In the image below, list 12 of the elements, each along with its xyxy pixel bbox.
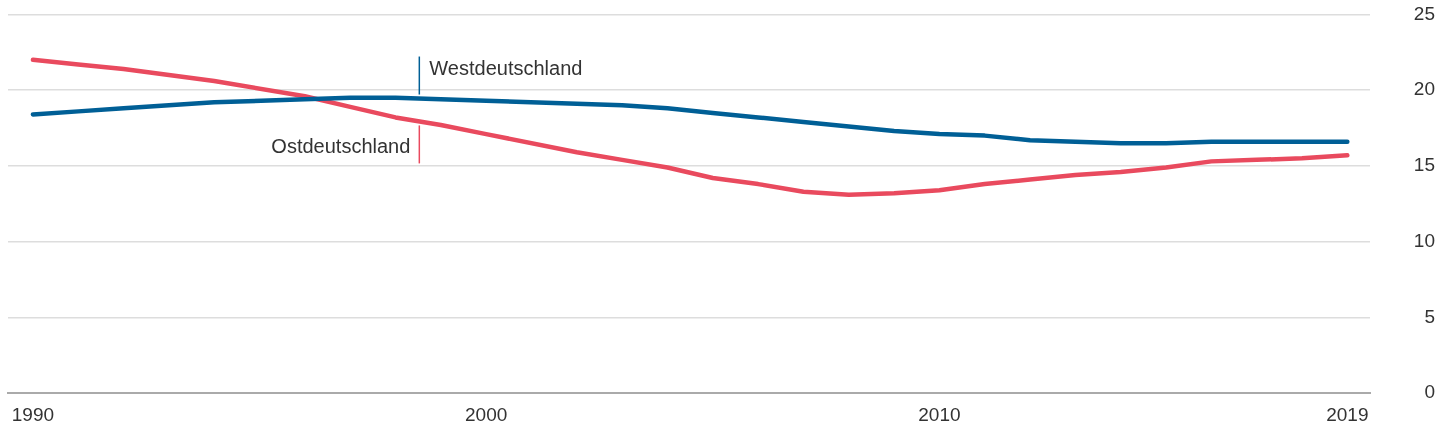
y-tick-label: 5 <box>1424 305 1435 327</box>
x-tick-label: 2019 <box>1326 403 1369 425</box>
x-tick-label: 2000 <box>465 403 508 425</box>
x-tick-label: 2010 <box>918 403 961 425</box>
y-tick-label: 25 <box>1413 2 1435 24</box>
legend-label: Westdeutschland <box>429 57 583 80</box>
y-tick-label: 0 <box>1424 381 1435 403</box>
y-tick-label: 15 <box>1413 154 1435 176</box>
y-tick-label: 20 <box>1413 78 1435 100</box>
x-tick-label: 1990 <box>11 403 55 425</box>
series-label: Ostdeutschland <box>271 134 411 157</box>
y-tick-label: 10 <box>1413 229 1435 251</box>
